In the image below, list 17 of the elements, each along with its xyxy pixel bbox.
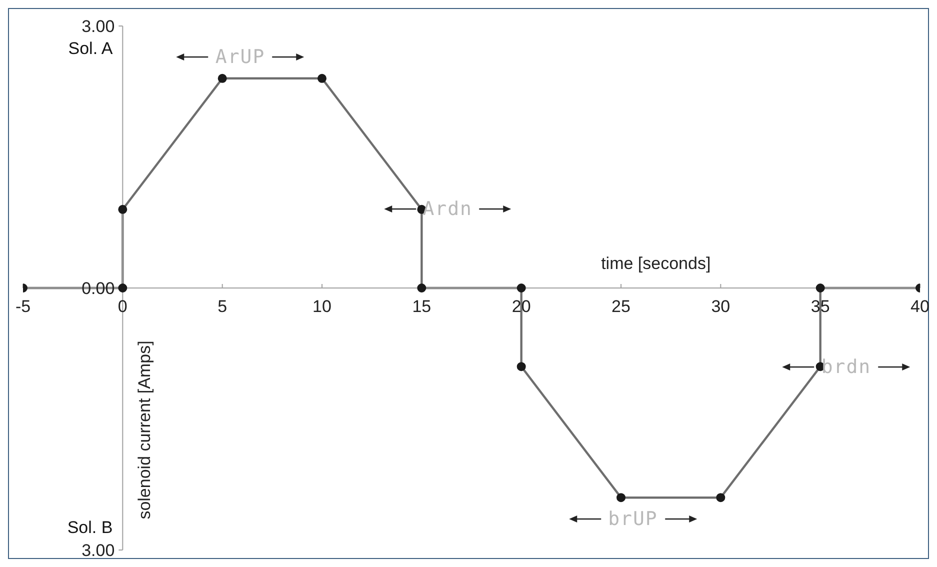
x-axis-title: time [seconds] <box>601 254 711 274</box>
x-tick-label: 15 <box>412 297 432 316</box>
annotation: Ardn <box>422 198 472 220</box>
x-tick-label: 25 <box>612 297 630 316</box>
x-tick-label: 30 <box>711 297 730 316</box>
annotation: Sol. B <box>67 518 113 538</box>
x-tick-label: 10 <box>312 297 332 316</box>
x-tick-label: 5 <box>218 297 228 316</box>
annotation: Sol. A <box>68 39 113 59</box>
annotation: brdn <box>821 356 872 378</box>
annotation: ArUP <box>215 46 266 68</box>
annotation: brUP <box>608 508 658 530</box>
y-axis-title: solenoid current [Amps] <box>134 340 155 520</box>
y-tick-label: 3.00 <box>82 541 115 560</box>
x-tick-label: 0 <box>118 297 128 316</box>
y-tick-label: 3.00 <box>82 17 115 36</box>
x-tick-label: -5 <box>15 297 31 316</box>
